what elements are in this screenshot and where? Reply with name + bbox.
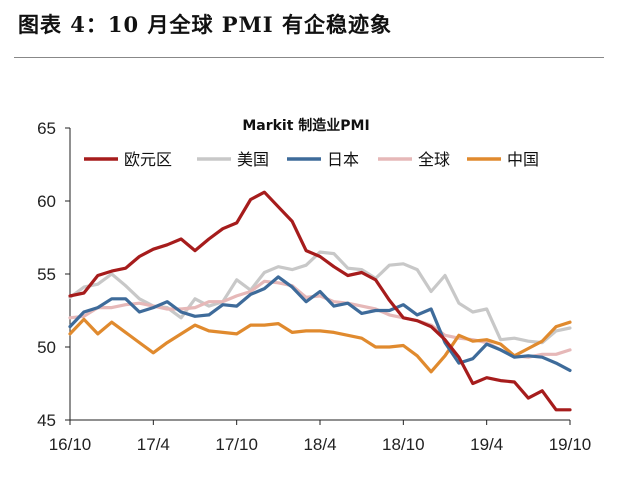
title-divider bbox=[14, 57, 604, 58]
x-tick-label: 18/10 bbox=[382, 435, 425, 454]
legend-label-global: 全球 bbox=[418, 150, 450, 169]
y-tick-label: 50 bbox=[37, 338, 56, 357]
x-tick-label: 17/10 bbox=[215, 435, 258, 454]
legend-label-us: 美国 bbox=[237, 150, 269, 169]
x-tick-label: 19/4 bbox=[470, 435, 503, 454]
x-tick-label: 17/4 bbox=[137, 435, 170, 454]
legend-label-china: 中国 bbox=[507, 150, 539, 169]
x-tick-label: 18/4 bbox=[303, 435, 336, 454]
y-tick-label: 45 bbox=[37, 411, 56, 430]
x-tick-label: 19/10 bbox=[549, 435, 592, 454]
y-tick-label: 60 bbox=[37, 192, 56, 211]
x-ticks: 16/10 17/4 17/10 18/4 18/10 19/4 19/10 bbox=[49, 420, 592, 454]
chart-title: Markit 制造业PMI bbox=[242, 117, 369, 134]
y-ticks: 45 50 55 60 65 bbox=[37, 119, 70, 430]
y-tick-label: 55 bbox=[37, 265, 56, 284]
legend: 欧元区 美国 日本 全球 中国 bbox=[84, 150, 539, 169]
series-line-japan bbox=[68, 275, 572, 372]
series-lines bbox=[68, 190, 572, 412]
series-line-china bbox=[68, 317, 572, 374]
legend-label-eurozone: 欧元区 bbox=[124, 150, 172, 169]
x-tick-label: 16/10 bbox=[49, 435, 92, 454]
legend-label-japan: 日本 bbox=[327, 150, 359, 169]
y-tick-label: 65 bbox=[37, 119, 56, 138]
figure-title: 图表 4：10 月全球 PMI 有企稳迹象 bbox=[18, 12, 392, 37]
series-line-eurozone bbox=[68, 190, 572, 412]
